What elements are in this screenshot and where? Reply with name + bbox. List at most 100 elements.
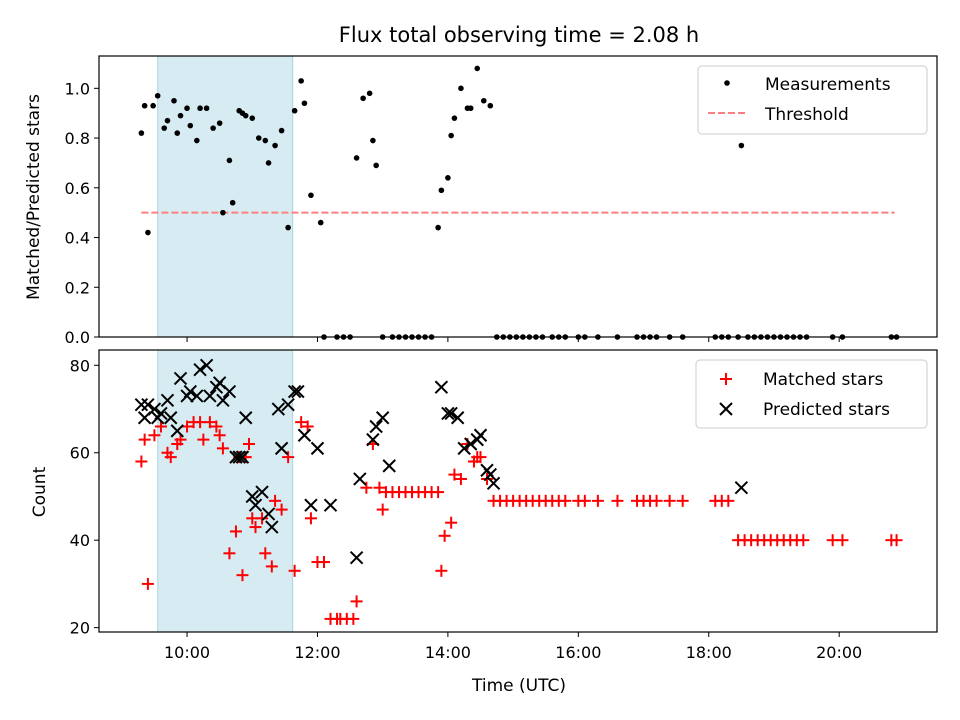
predicted-star-point	[271, 402, 286, 416]
x-tick-label: 20:00	[816, 643, 862, 662]
matched-star-point	[797, 534, 810, 547]
predicted-star-point	[183, 384, 198, 399]
predicted-star-point	[441, 406, 455, 421]
predicted-star-point	[261, 507, 276, 521]
top-legend: Measurements Threshold	[697, 65, 928, 135]
measurement-point	[141, 102, 148, 109]
measurement-point	[451, 115, 458, 121]
predicted-star-point	[216, 393, 230, 407]
top-y-tick-label: 0.6	[65, 179, 90, 198]
predicted-star-point	[255, 485, 269, 499]
legend-measurements-marker	[724, 80, 730, 86]
measurement-point	[291, 107, 298, 114]
predicted-star-point	[147, 402, 162, 416]
measurement-point	[480, 97, 487, 104]
matched-star-point	[236, 569, 249, 582]
predicted-star-point	[141, 397, 155, 412]
measurement-point	[445, 175, 451, 181]
measurement-point	[285, 224, 291, 231]
top-y-tick-label: 0.8	[65, 129, 90, 148]
measurement-point	[738, 142, 745, 149]
top-y-tick-label: 0.2	[65, 278, 90, 297]
bottom-axes-frame	[98, 349, 938, 633]
bottom-y-tick-label: 20	[70, 619, 90, 638]
x-tick-label: 16:00	[555, 643, 601, 662]
predicted-star-point	[193, 362, 207, 377]
legend-predicted-marker	[719, 402, 733, 416]
bottom-highlight-span	[157, 349, 294, 633]
bottom-y-tick-label: 40	[70, 531, 90, 550]
predicted-star-point	[291, 384, 305, 399]
predicted-star-point	[274, 441, 289, 456]
predicted-star-point	[164, 411, 178, 425]
predicted-star-point	[450, 411, 465, 425]
matched-star-point	[347, 612, 360, 625]
matched-star-point	[376, 503, 389, 516]
matched-star-point	[890, 534, 903, 547]
measurement-point	[174, 130, 181, 136]
measurement-point	[353, 155, 360, 161]
measurement-point	[435, 224, 441, 231]
predicted-star-point	[248, 498, 263, 512]
matched-star-point	[154, 420, 167, 433]
top-y-tick-label: 0.4	[65, 229, 90, 248]
predicted-star-point	[134, 397, 149, 412]
predicted-star-point	[434, 380, 449, 394]
measurement-point	[301, 100, 308, 107]
bottom-legend: Matched stars Predicted stars	[695, 359, 928, 429]
predicted-star-point	[486, 476, 501, 491]
measurement-point	[164, 117, 171, 124]
matched-star-point	[676, 494, 689, 507]
predicted-star-point	[304, 498, 318, 512]
matched-star-point	[148, 429, 161, 442]
matched-star-point	[445, 516, 458, 529]
legend-measurements-label: Measurements	[765, 75, 891, 95]
x-tick-label: 18:00	[686, 643, 732, 662]
x-tick-label: 14:00	[425, 643, 471, 662]
matched-star-point	[269, 494, 282, 507]
matched-star-point	[448, 468, 461, 481]
top-y-tick-label: 0.0	[65, 328, 90, 347]
predicted-star-point	[170, 424, 184, 438]
matched-star-point	[663, 494, 676, 507]
predicted-star-point	[265, 520, 279, 534]
measurement-point	[171, 97, 177, 104]
measurement-point	[242, 112, 249, 119]
matched-star-point	[256, 512, 269, 525]
legend-matched-marker	[720, 373, 732, 385]
matched-star-point	[295, 416, 308, 429]
matched-star-point	[164, 451, 177, 464]
matched-star-point	[474, 451, 487, 464]
bottom-legend-frame	[695, 359, 928, 429]
matched-star-point	[438, 529, 451, 542]
predicted-star-point	[229, 450, 243, 464]
predicted-star-point	[190, 389, 204, 403]
bottom-y-tick-label: 80	[70, 356, 90, 375]
matched-star-point	[242, 438, 255, 450]
measurement-point	[229, 199, 236, 206]
predicted-star-point	[235, 450, 250, 464]
predicted-star-point	[366, 432, 380, 447]
x-axis-label: Time (UTC)	[471, 676, 566, 696]
legend-matched-label: Matched stars	[763, 370, 883, 390]
matched-star-point	[454, 472, 467, 485]
matched-star-point	[229, 525, 242, 538]
measurement-point	[249, 115, 256, 121]
predicted-star-point	[310, 441, 325, 456]
measurement-point	[150, 102, 156, 109]
predicted-star-point	[287, 384, 302, 399]
predicted-star-point	[154, 406, 168, 421]
measurement-point	[194, 137, 200, 144]
measurement-point	[220, 209, 226, 216]
predicted-star-point	[245, 489, 259, 504]
legend-predicted-label: Predicted stars	[763, 400, 890, 420]
measurement-point	[255, 135, 262, 141]
predicted-star-point	[222, 384, 237, 399]
x-tick-label: 10:00	[164, 643, 210, 662]
measurement-point	[197, 105, 203, 112]
matched-star-point	[435, 564, 448, 577]
chart-title: Flux total observing time = 2.08 h	[339, 23, 699, 47]
measurement-point	[448, 132, 454, 139]
legend-threshold-label: Threshold	[764, 105, 849, 125]
